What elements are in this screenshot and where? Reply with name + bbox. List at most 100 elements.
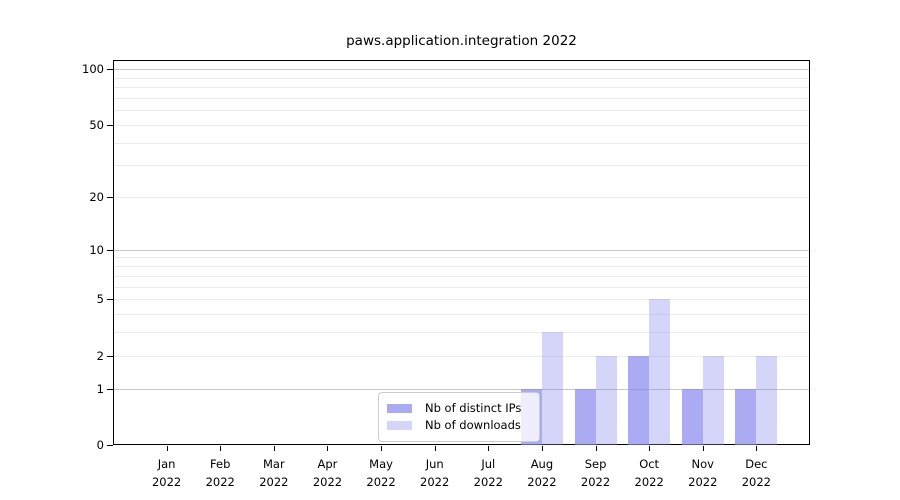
gridline-minor — [114, 77, 809, 79]
legend-label: Nb of distinct IPs — [425, 401, 522, 415]
x-tick-label: Apr 2022 — [299, 455, 355, 491]
x-tick-month: Jun — [425, 457, 444, 471]
gridline-minor — [114, 286, 809, 288]
x-tick-month: Apr — [317, 457, 338, 471]
gridline-minor — [114, 313, 809, 315]
bar-downloads — [702, 355, 724, 445]
legend-item: Nb of downloads — [387, 417, 531, 433]
x-tick — [541, 446, 543, 451]
y-tick-label: 5 — [96, 292, 104, 307]
y-tick-label: 2 — [96, 348, 104, 363]
legend-swatch-distinct-ips — [387, 403, 412, 413]
bar-distinct-ips — [735, 388, 757, 445]
x-tick-year: 2022 — [688, 475, 718, 489]
gridline-minor — [114, 299, 809, 301]
x-tick-label: Feb 2022 — [192, 455, 248, 491]
x-tick-label: Oct 2022 — [621, 455, 677, 491]
x-tick-label: Jun 2022 — [407, 455, 463, 491]
y-tick — [107, 388, 113, 390]
y-tick — [107, 445, 113, 446]
x-tick — [166, 446, 168, 451]
x-tick-label: Dec 2022 — [728, 455, 784, 491]
x-tick-month: Jul — [481, 457, 496, 471]
x-tick-year: 2022 — [580, 475, 611, 489]
x-tick-label: Jan 2022 — [139, 455, 195, 491]
gridline-minor — [114, 355, 809, 357]
x-tick-year: 2022 — [151, 475, 182, 489]
gridline-minor — [114, 275, 809, 277]
bar-distinct-ips — [574, 388, 596, 445]
x-tick-label: Aug 2022 — [514, 455, 570, 491]
x-tick-year: 2022 — [259, 475, 289, 489]
gridline-minor — [114, 197, 809, 199]
gridline-minor — [114, 97, 809, 99]
y-tick — [107, 299, 113, 301]
x-tick-label: Sep 2022 — [568, 455, 624, 491]
x-tick-month: May — [369, 457, 393, 471]
y-tick-label: 50 — [89, 117, 104, 132]
x-tick — [649, 446, 651, 451]
x-tick — [488, 446, 490, 451]
y-tick-label: 10 — [89, 242, 104, 257]
x-tick-month: Dec — [745, 457, 768, 471]
x-tick-month: Oct — [639, 457, 660, 471]
bar-downloads — [649, 299, 671, 445]
y-tick-label: 1 — [96, 381, 104, 396]
x-tick-month: Sep — [584, 457, 607, 471]
gridline-minor — [114, 142, 809, 144]
x-tick-year: 2022 — [634, 475, 664, 489]
x-tick-year: 2022 — [205, 475, 235, 489]
y-tick — [107, 197, 113, 199]
x-tick — [220, 446, 222, 451]
legend: Nb of distinct IPs Nb of downloads — [378, 392, 540, 442]
x-tick-year: 2022 — [312, 475, 343, 489]
gridline-minor — [114, 124, 809, 126]
bar-downloads — [756, 355, 778, 445]
bar-downloads — [595, 355, 617, 445]
gridline-major — [114, 69, 809, 71]
x-tick-month: Feb — [210, 457, 231, 471]
legend-label: Nb of downloads — [425, 418, 521, 432]
y-tick-label: 0 — [96, 438, 104, 452]
bar-downloads — [541, 332, 563, 445]
x-tick-label: Nov 2022 — [675, 455, 731, 491]
x-tick-year: 2022 — [366, 475, 396, 489]
x-tick — [434, 446, 436, 451]
gridline-major — [114, 249, 809, 251]
y-tick — [107, 249, 113, 251]
x-tick-month: Jan — [157, 457, 176, 471]
x-tick-month: Aug — [530, 457, 554, 471]
plot-area — [113, 60, 810, 445]
legend-swatch-downloads — [387, 420, 412, 430]
gridline-minor — [114, 165, 809, 167]
gridline-major — [114, 388, 809, 390]
bar-distinct-ips — [681, 388, 703, 445]
x-tick-month: Nov — [691, 457, 714, 471]
gridline-minor — [114, 257, 809, 259]
y-tick-label: 100 — [82, 62, 104, 77]
x-tick-label: Mar 2022 — [246, 455, 302, 491]
y-tick-label: 20 — [89, 190, 104, 205]
x-tick — [381, 446, 383, 451]
x-tick-label: Jul 2022 — [460, 455, 516, 491]
y-tick — [107, 124, 113, 126]
y-tick — [107, 355, 113, 357]
chart-title: paws.application.integration 2022 — [346, 33, 577, 49]
x-tick — [327, 446, 329, 451]
x-tick-month: Mar — [262, 457, 285, 471]
gridline-minor — [114, 332, 809, 334]
gridline-minor — [114, 87, 809, 89]
bar-distinct-ips — [628, 355, 650, 445]
x-tick — [595, 446, 597, 451]
x-tick-label: May 2022 — [353, 455, 409, 491]
x-tick — [273, 446, 275, 451]
x-tick-year: 2022 — [420, 475, 450, 489]
legend-item: Nb of distinct IPs — [387, 400, 531, 416]
x-tick-year: 2022 — [741, 475, 772, 489]
x-tick — [756, 446, 758, 451]
y-tick — [107, 69, 113, 71]
x-tick-year: 2022 — [473, 475, 503, 489]
gridline-minor — [114, 110, 809, 112]
x-tick — [702, 446, 704, 451]
